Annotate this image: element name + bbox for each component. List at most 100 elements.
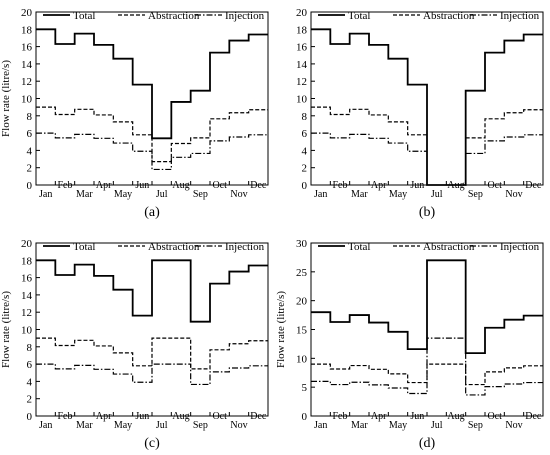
x-tick-label: Oct bbox=[212, 180, 227, 191]
legend-label: Injection bbox=[225, 241, 265, 253]
y-tick-label: 8 bbox=[302, 111, 308, 123]
series-line-dashdot bbox=[311, 337, 543, 396]
panel-label: (a) bbox=[144, 205, 160, 220]
x-tick-label: Feb bbox=[333, 180, 348, 191]
x-tick-label: Apr bbox=[371, 180, 387, 191]
series-line-solid bbox=[311, 28, 543, 186]
y-tick-label: 18 bbox=[21, 24, 33, 36]
x-tick-label: Feb bbox=[333, 411, 348, 422]
series-line-dashed bbox=[36, 106, 268, 163]
x-tick-label: Dec bbox=[525, 180, 542, 191]
y-tick-label: 0 bbox=[302, 180, 308, 192]
y-axis-label: Flow rate (litre/s) bbox=[0, 60, 12, 137]
chart-panel-2: 02468101214161820JanFebMarAprMayJunJulAu… bbox=[296, 7, 544, 220]
y-tick-label: 18 bbox=[296, 24, 308, 36]
y-tick-label: 0 bbox=[27, 180, 33, 192]
x-tick-label: Nov bbox=[505, 420, 522, 431]
series-line-dashdot bbox=[311, 132, 543, 155]
panel-label: (d) bbox=[419, 436, 436, 451]
y-tick-label: 20 bbox=[21, 238, 33, 250]
x-tick-label: May bbox=[114, 189, 132, 200]
x-tick-label: Mar bbox=[76, 420, 93, 431]
legend-label: Total bbox=[348, 241, 370, 253]
x-tick-label: Jul bbox=[431, 420, 443, 431]
legend-label: Injection bbox=[500, 10, 540, 22]
series-line-dashed bbox=[311, 106, 543, 139]
y-tick-label: 12 bbox=[21, 76, 32, 88]
x-tick-label: Dec bbox=[250, 180, 267, 191]
legend-label: Total bbox=[348, 10, 370, 22]
x-tick-label: May bbox=[389, 420, 407, 431]
y-tick-label: 10 bbox=[21, 325, 33, 337]
x-tick-label: Nov bbox=[505, 189, 522, 200]
series-line-dashdot bbox=[36, 363, 268, 386]
y-tick-label: 2 bbox=[27, 394, 33, 406]
y-axis-label: Flow rate (litre/s) bbox=[0, 291, 12, 368]
x-tick-label: May bbox=[389, 189, 407, 200]
y-tick-label: 4 bbox=[302, 145, 308, 157]
x-tick-label: Jan bbox=[314, 189, 327, 200]
y-tick-label: 15 bbox=[296, 325, 308, 337]
y-tick-label: 14 bbox=[21, 290, 33, 302]
y-tick-label: 2 bbox=[302, 163, 308, 175]
x-tick-label: Jun bbox=[135, 411, 149, 422]
x-tick-label: Sep bbox=[468, 420, 483, 431]
y-tick-label: 4 bbox=[27, 145, 33, 157]
y-tick-label: 20 bbox=[296, 7, 308, 19]
panel-label: (c) bbox=[144, 436, 160, 451]
x-tick-label: Oct bbox=[487, 411, 502, 422]
x-tick-label: Jan bbox=[39, 189, 52, 200]
legend-label: Injection bbox=[225, 10, 265, 22]
y-tick-label: 8 bbox=[27, 342, 33, 354]
y-tick-label: 20 bbox=[296, 296, 308, 308]
x-tick-label: Dec bbox=[525, 411, 542, 422]
x-tick-label: Feb bbox=[58, 180, 73, 191]
series-line-dashdot bbox=[36, 132, 268, 171]
x-tick-label: Mar bbox=[351, 189, 368, 200]
x-tick-label: Jan bbox=[314, 420, 327, 431]
x-tick-label: Sep bbox=[468, 189, 483, 200]
y-tick-label: 30 bbox=[296, 238, 308, 250]
x-tick-label: Jul bbox=[156, 189, 168, 200]
panel-label: (b) bbox=[419, 205, 436, 220]
y-tick-label: 10 bbox=[296, 353, 308, 365]
legend-label: Total bbox=[73, 10, 95, 22]
x-tick-label: Aug bbox=[172, 411, 189, 422]
x-tick-label: Aug bbox=[447, 411, 464, 422]
legend-label: Total bbox=[73, 241, 95, 253]
y-tick-label: 16 bbox=[296, 42, 308, 54]
legend-label: Abstraction bbox=[423, 10, 475, 22]
y-tick-label: 12 bbox=[21, 307, 32, 319]
x-tick-label: Oct bbox=[212, 411, 227, 422]
x-tick-label: Jul bbox=[431, 189, 443, 200]
y-tick-label: 10 bbox=[296, 94, 308, 106]
y-tick-label: 12 bbox=[296, 76, 307, 88]
x-tick-label: Jan bbox=[39, 420, 52, 431]
x-tick-label: Jul bbox=[156, 420, 168, 431]
legend-label: Abstraction bbox=[423, 241, 475, 253]
x-tick-label: Apr bbox=[371, 411, 387, 422]
y-tick-label: 6 bbox=[27, 359, 33, 371]
x-tick-label: Dec bbox=[250, 411, 267, 422]
x-tick-label: Oct bbox=[487, 180, 502, 191]
x-tick-label: Nov bbox=[230, 189, 247, 200]
x-tick-label: Jun bbox=[410, 411, 424, 422]
y-tick-label: 18 bbox=[21, 255, 33, 267]
x-tick-label: Jun bbox=[410, 180, 424, 191]
series-line-dashed bbox=[36, 337, 268, 370]
x-tick-label: Aug bbox=[172, 180, 189, 191]
legend-label: Injection bbox=[500, 241, 540, 253]
y-tick-label: 4 bbox=[27, 376, 33, 388]
x-tick-label: May bbox=[114, 420, 132, 431]
x-tick-label: Mar bbox=[76, 189, 93, 200]
y-tick-label: 6 bbox=[302, 128, 308, 140]
y-tick-label: 25 bbox=[296, 267, 308, 279]
y-tick-label: 8 bbox=[27, 111, 33, 123]
y-tick-label: 0 bbox=[27, 411, 33, 423]
y-tick-label: 16 bbox=[21, 273, 33, 285]
x-tick-label: Mar bbox=[351, 420, 368, 431]
